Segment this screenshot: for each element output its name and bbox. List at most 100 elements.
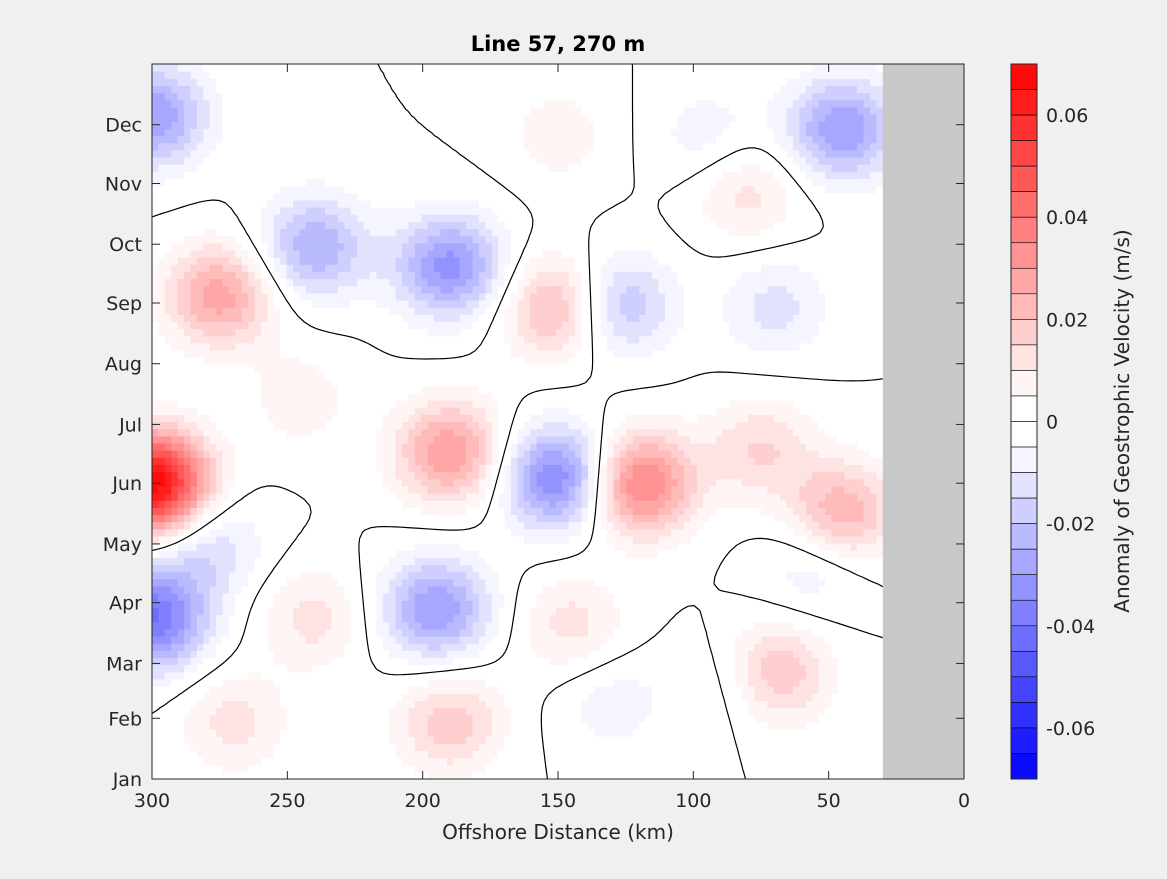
heatmap-cell <box>273 607 281 616</box>
heatmap-cell <box>344 364 352 373</box>
heatmap-cell <box>402 457 410 465</box>
heatmap-cell <box>408 521 416 530</box>
heatmap-cell <box>357 671 365 680</box>
heatmap-cell <box>434 207 442 215</box>
heatmap-cell <box>453 371 461 380</box>
heatmap-cell <box>267 221 275 230</box>
heatmap-cell <box>325 357 333 365</box>
heatmap-cell <box>184 450 192 458</box>
heatmap-cell <box>273 450 281 458</box>
heatmap-cell <box>152 78 160 87</box>
heatmap-cell <box>216 164 224 172</box>
heatmap-cell <box>293 600 301 608</box>
heatmap-cell <box>196 528 204 537</box>
heatmap-cell <box>325 71 333 79</box>
heatmap-cell <box>382 285 390 294</box>
heatmap-cell <box>158 171 166 179</box>
heatmap-cell <box>312 485 320 494</box>
heatmap-cell <box>446 235 454 244</box>
heatmap-cell <box>280 242 288 251</box>
heatmap-cell <box>254 571 262 580</box>
heatmap-cell <box>337 357 345 365</box>
heatmap-cell <box>216 478 224 487</box>
heatmap-cell <box>216 607 224 616</box>
heatmap-cell <box>286 257 294 265</box>
heatmap-cell <box>376 285 384 294</box>
heatmap-cell <box>203 728 211 737</box>
heatmap-cell <box>260 378 268 387</box>
heatmap-cell <box>459 485 467 494</box>
heatmap-cell <box>273 414 281 423</box>
heatmap-cell <box>414 643 422 651</box>
heatmap-cell <box>350 99 358 108</box>
heatmap-cell <box>228 450 236 458</box>
heatmap-cell <box>350 185 358 194</box>
heatmap-cell <box>299 214 307 222</box>
heatmap-cell <box>389 156 397 165</box>
heatmap-cell <box>273 514 281 523</box>
heatmap-cell <box>228 528 236 537</box>
heatmap-cell <box>228 400 236 408</box>
heatmap-cell <box>408 664 416 673</box>
heatmap-cell <box>280 736 288 744</box>
heatmap-cell <box>318 643 326 651</box>
heatmap-cell <box>273 750 281 759</box>
heatmap-cell <box>177 378 185 387</box>
heatmap-cell <box>196 178 204 187</box>
heatmap-cell <box>299 607 307 616</box>
heatmap-cell <box>305 421 313 430</box>
heatmap-cell <box>337 442 345 451</box>
heatmap-cell <box>325 686 333 694</box>
heatmap-cell <box>209 686 217 694</box>
heatmap-cell <box>267 214 275 222</box>
heatmap-cell <box>196 407 204 415</box>
heatmap-cell <box>459 335 467 344</box>
heatmap-cell <box>459 750 467 759</box>
heatmap-cell <box>190 278 198 287</box>
heatmap-cell <box>414 357 422 365</box>
heatmap-cell <box>267 471 275 480</box>
heatmap-cell <box>228 257 236 265</box>
heatmap-cell <box>286 550 294 558</box>
heatmap-cell <box>357 307 365 315</box>
heatmap-cell <box>222 457 230 465</box>
heatmap-cell <box>312 357 320 365</box>
heatmap-cell <box>293 514 301 523</box>
heatmap-cell <box>466 221 474 230</box>
heatmap-cell <box>421 121 429 129</box>
heatmap-cell <box>222 578 230 587</box>
heatmap-cell <box>171 192 179 201</box>
heatmap-cell <box>260 442 268 451</box>
heatmap-cell <box>203 664 211 673</box>
heatmap-cell <box>228 235 236 244</box>
heatmap-cell <box>260 471 268 480</box>
heatmap-cell <box>402 521 410 530</box>
heatmap-cell <box>286 457 294 465</box>
heatmap-cell <box>299 621 307 630</box>
heatmap-cell <box>382 249 390 258</box>
heatmap-cell <box>402 607 410 616</box>
heatmap-cell <box>357 485 365 494</box>
heatmap-cell <box>427 435 435 444</box>
heatmap-cell <box>408 171 416 179</box>
heatmap-cell <box>408 464 416 473</box>
heatmap-cell <box>357 528 365 537</box>
heatmap-cell <box>203 314 211 322</box>
heatmap-cell <box>331 71 339 79</box>
heatmap-cell <box>196 564 204 573</box>
heatmap-cell <box>382 314 390 322</box>
heatmap-cell <box>299 378 307 387</box>
heatmap-cell <box>305 757 313 766</box>
heatmap-cell <box>421 678 429 687</box>
heatmap-cell <box>273 99 281 108</box>
heatmap-cell <box>408 178 416 187</box>
heatmap-cell <box>235 99 243 108</box>
heatmap-cell <box>228 378 236 387</box>
heatmap-cell <box>228 371 236 380</box>
heatmap-cell <box>248 585 256 594</box>
heatmap-cell <box>209 271 217 280</box>
heatmap-cell <box>408 357 416 365</box>
heatmap-cell <box>196 493 204 501</box>
heatmap-cell <box>344 371 352 380</box>
heatmap-cell <box>273 657 281 666</box>
